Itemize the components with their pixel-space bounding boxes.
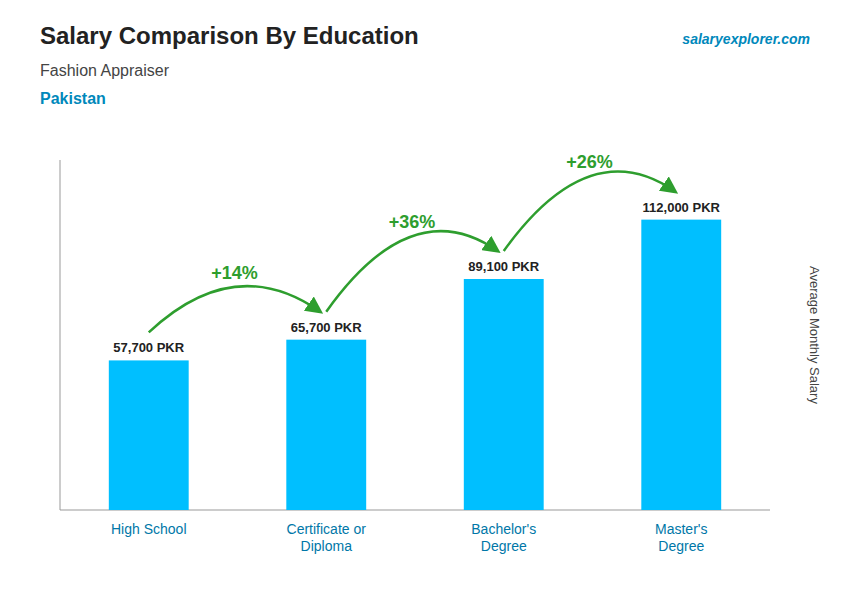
x-tick-label-line: Diploma	[301, 538, 353, 554]
x-tick-label: Bachelor'sDegree	[471, 521, 536, 554]
y-axis-label: Average Monthly Salary	[807, 266, 822, 404]
bar	[286, 340, 366, 510]
change-arrow	[504, 172, 676, 251]
change-arrow	[326, 231, 498, 312]
y-axis-line	[60, 160, 61, 510]
chart-container: Salary Comparison By Education Fashion Ap…	[0, 0, 850, 606]
change-label: +26%	[566, 152, 613, 172]
bar	[109, 360, 189, 510]
data-label: 57,700 PKR	[113, 340, 184, 355]
bars	[109, 220, 721, 510]
data-label: 65,700 PKR	[291, 320, 362, 335]
x-tick-label-line: Certificate or	[287, 521, 367, 537]
chart-svg: Salary Comparison By Education Fashion Ap…	[0, 0, 850, 606]
x-tick-label: Certificate orDiploma	[287, 521, 367, 554]
x-tick-label-line: Master's	[655, 521, 707, 537]
x-tick-label-line: Bachelor's	[471, 521, 536, 537]
change-label: +14%	[211, 263, 258, 283]
x-tick-label: High School	[111, 521, 187, 537]
data-label: 89,100 PKR	[468, 259, 539, 274]
annotation: salaryexplorer.com	[682, 31, 810, 47]
subtitle: Fashion Appraiser	[40, 62, 170, 79]
x-tick-label-line: High School	[111, 521, 187, 537]
change-arrow	[149, 286, 321, 332]
data-label: 112,000 PKR	[643, 200, 721, 215]
annotation: Pakistan	[40, 90, 106, 107]
bar	[641, 220, 721, 510]
change-label: +36%	[389, 212, 436, 232]
x-tick-label-line: Degree	[481, 538, 527, 554]
x-tick-label: Master'sDegree	[655, 521, 707, 554]
bar	[464, 279, 544, 510]
title: Salary Comparison By Education	[40, 22, 419, 49]
x-tick-label-line: Degree	[658, 538, 704, 554]
